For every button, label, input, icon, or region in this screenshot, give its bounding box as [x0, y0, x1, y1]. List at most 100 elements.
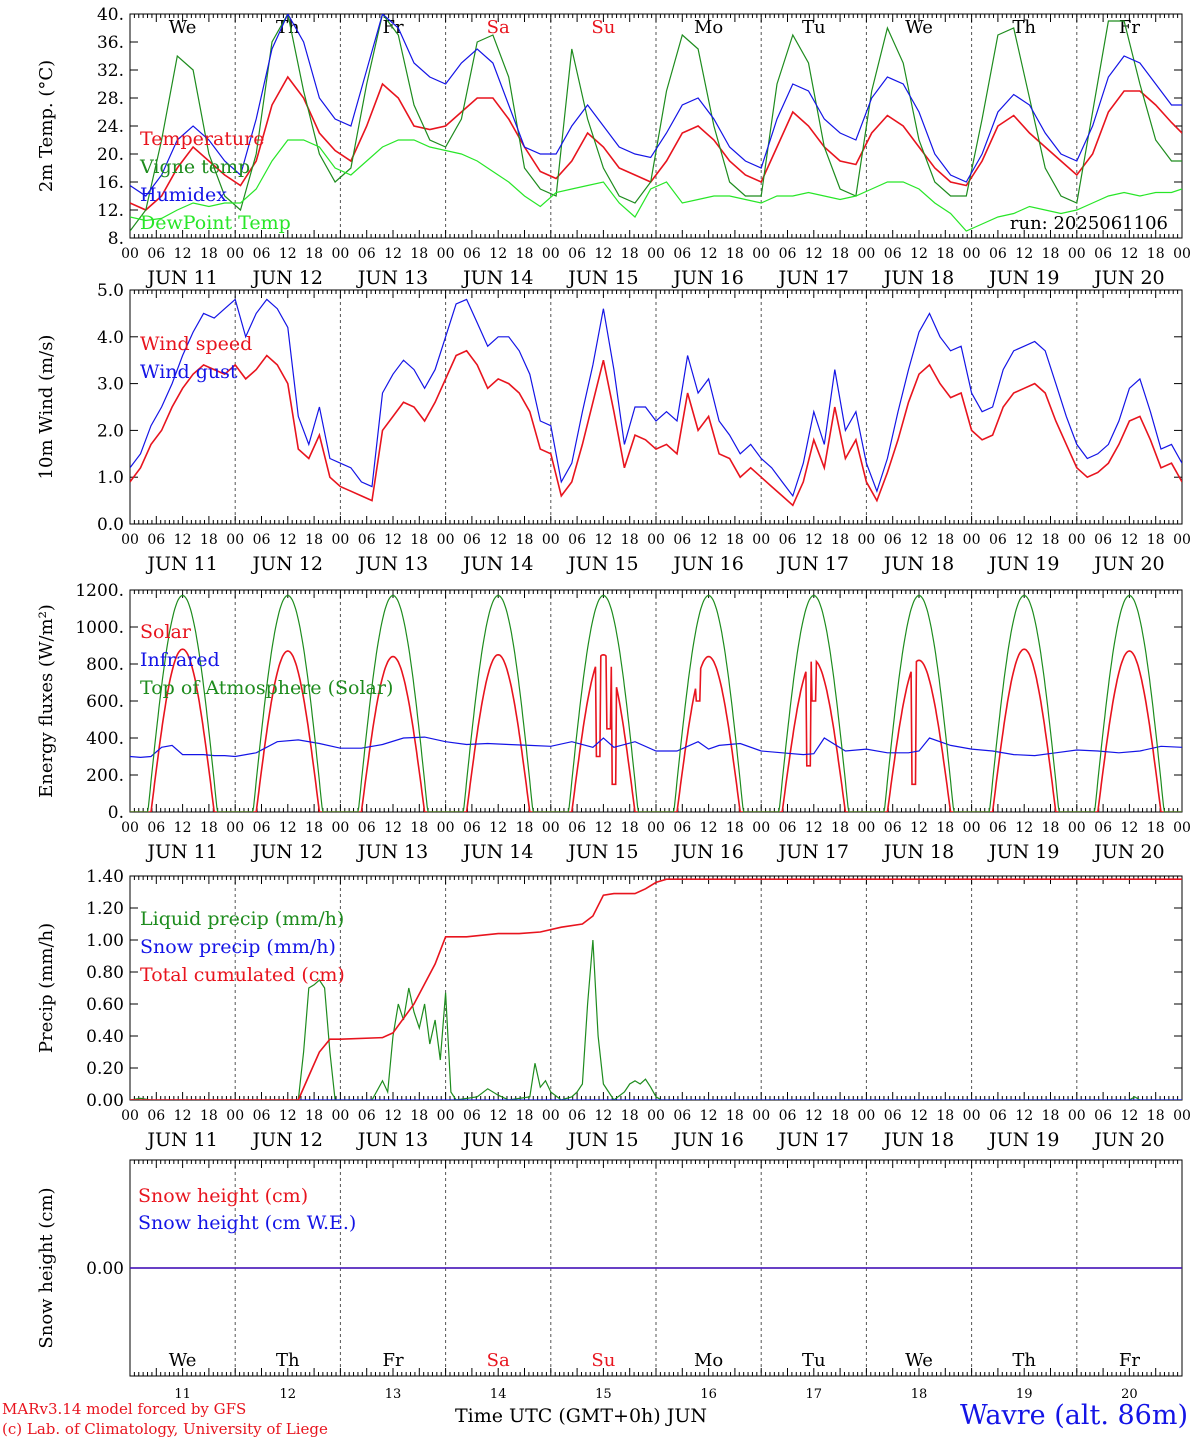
x-hour-label: 00 [963, 246, 981, 262]
x-date-label: JUN 16 [671, 1129, 743, 1151]
x-date-label: JUN 13 [356, 553, 428, 575]
x-hour-label: 00 [437, 820, 455, 836]
x-hour-label: 00 [963, 1108, 981, 1124]
x-day-number: 20 [1121, 1387, 1138, 1402]
y-tick-label: 1.40 [86, 867, 124, 887]
y-tick-label: 200. [86, 766, 124, 786]
x-hour-label: 18 [410, 532, 428, 548]
x-hour-label: 18 [200, 820, 218, 836]
x-hour-label: 00 [752, 532, 770, 548]
x-hour-label: 12 [594, 820, 612, 836]
x-hour-label: 12 [805, 532, 823, 548]
y-tick-label: 600. [86, 692, 124, 712]
x-hour-label: 00 [647, 820, 665, 836]
x-hour-label: 06 [147, 820, 165, 836]
x-hour-label: 12 [910, 820, 928, 836]
y-axis-label: Energy fluxes (W/m²) [36, 604, 57, 798]
x-hour-label: 06 [463, 1108, 481, 1124]
x-hour-label: 12 [594, 1108, 612, 1124]
x-hour-label: 18 [936, 1108, 954, 1124]
x-hour-label: 06 [673, 532, 691, 548]
x-hour-label: 12 [1120, 246, 1138, 262]
x-hour-label: 12 [1015, 532, 1033, 548]
x-hour-label: 00 [226, 820, 244, 836]
x-hour-label: 00 [1173, 1108, 1191, 1124]
x-date-label: JUN 19 [987, 267, 1059, 289]
x-date-label: JUN 15 [566, 841, 638, 863]
x-hour-label: 06 [1094, 1108, 1112, 1124]
x-hour-label: 12 [805, 246, 823, 262]
series-line-top-of-atmosphere-solar- [130, 594, 1182, 812]
x-hour-label: 00 [226, 1108, 244, 1124]
x-hour-label: 06 [884, 532, 902, 548]
x-date-label: JUN 12 [251, 841, 323, 863]
x-hour-label: 00 [857, 532, 875, 548]
x-hour-label: 18 [621, 532, 639, 548]
x-hour-label: 06 [673, 820, 691, 836]
x-hour-label: 00 [226, 246, 244, 262]
run-label: run: 2025061106 [1010, 213, 1168, 234]
x-hour-label: 06 [253, 532, 271, 548]
x-date-label: JUN 15 [566, 553, 638, 575]
x-hour-label: 00 [857, 820, 875, 836]
weekday-label: Fr [1119, 17, 1140, 38]
weekday-label: Tu [802, 1350, 826, 1371]
x-date-label: JUN 20 [1092, 267, 1164, 289]
weekday-label: Tu [802, 17, 826, 38]
x-hour-label: 06 [884, 1108, 902, 1124]
y-tick-label: 0.40 [86, 1027, 124, 1047]
x-hour-label: 18 [516, 820, 534, 836]
x-hour-label: 00 [647, 246, 665, 262]
x-day-number: 13 [385, 1387, 402, 1402]
x-hour-label: 18 [936, 246, 954, 262]
x-hour-label: 18 [305, 1108, 323, 1124]
x-hour-label: 06 [884, 820, 902, 836]
x-hour-label: 12 [174, 532, 192, 548]
legend-entry: Wind speed [140, 333, 252, 355]
x-hour-label: 06 [147, 532, 165, 548]
x-hour-label: 06 [779, 1108, 797, 1124]
y-tick-label: 0.00 [86, 1259, 124, 1279]
x-hour-label: 00 [647, 1108, 665, 1124]
y-tick-label: 2.0 [97, 421, 124, 441]
x-hour-label: 00 [121, 246, 139, 262]
x-date-label: JUN 16 [671, 841, 743, 863]
legend-entry: Snow height (cm) [138, 1185, 308, 1207]
x-hour-label: 06 [463, 820, 481, 836]
legend-entry: Total cumulated (cm) [140, 964, 345, 986]
weekday-label: Su [591, 17, 615, 38]
x-hour-label: 00 [331, 1108, 349, 1124]
weekday-label: We [905, 1350, 933, 1371]
y-tick-label: 1200. [75, 581, 124, 601]
y-axis-label: Snow height (cm) [36, 1187, 57, 1348]
x-hour-label: 06 [1094, 820, 1112, 836]
x-hour-label: 12 [805, 1108, 823, 1124]
y-tick-label: 1.0 [97, 468, 124, 488]
x-hour-label: 00 [963, 532, 981, 548]
x-hour-label: 06 [147, 246, 165, 262]
x-hour-label: 18 [305, 246, 323, 262]
x-hour-label: 12 [174, 820, 192, 836]
weekday-label: Fr [1119, 1350, 1140, 1371]
x-hour-label: 12 [279, 1108, 297, 1124]
x-hour-label: 12 [805, 820, 823, 836]
x-hour-label: 00 [752, 1108, 770, 1124]
x-hour-label: 00 [437, 532, 455, 548]
weekday-label: We [169, 17, 197, 38]
x-date-label: JUN 20 [1092, 553, 1164, 575]
x-date-label: JUN 12 [251, 1129, 323, 1151]
x-hour-label: 06 [358, 820, 376, 836]
x-hour-label: 12 [910, 246, 928, 262]
x-hour-label: 06 [884, 246, 902, 262]
x-hour-label: 00 [121, 820, 139, 836]
x-hour-label: 18 [516, 1108, 534, 1124]
x-hour-label: 12 [700, 246, 718, 262]
weekday-label: Fr [382, 1350, 403, 1371]
legend-entry: Liquid precip (mm/h) [140, 908, 344, 930]
x-date-label: JUN 19 [987, 1129, 1059, 1151]
legend-entry: Humidex [140, 184, 227, 206]
y-tick-label: 28. [97, 89, 124, 109]
x-hour-label: 18 [621, 246, 639, 262]
y-tick-label: 0.0 [97, 515, 124, 535]
series-line-total-cumulated-cm- [130, 878, 1182, 1100]
